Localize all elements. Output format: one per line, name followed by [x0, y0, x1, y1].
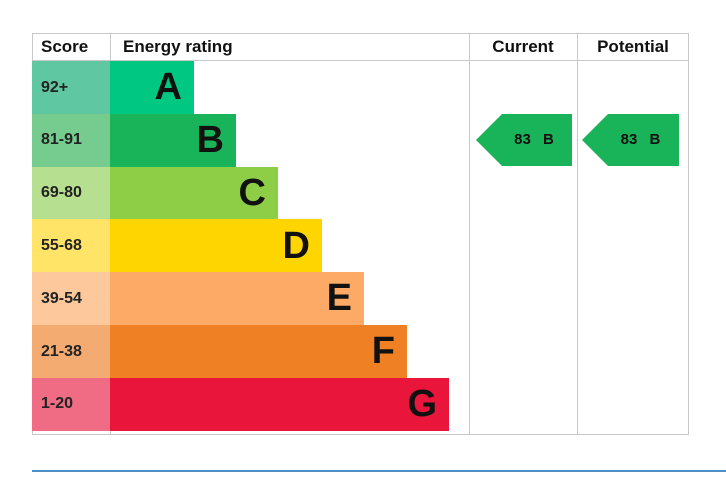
- band-letter: F: [371, 330, 395, 373]
- current-column-divider: [469, 33, 470, 435]
- band-score-label: 55-68: [32, 219, 110, 273]
- current-arrow-fill: [476, 113, 572, 166]
- band-bar: B: [110, 113, 236, 168]
- current-arrow-shape: [476, 113, 572, 166]
- bottom-rule: [32, 470, 726, 472]
- header-divider: [32, 60, 689, 61]
- current-rating-arrow: 83 B: [476, 113, 572, 166]
- band-c: 69-80 C: [32, 166, 278, 220]
- band-score-label: 1-20: [32, 377, 110, 432]
- band-score-label: 92+: [32, 61, 110, 115]
- header-potential: Potential: [597, 37, 669, 56]
- band-score-label: 21-38: [32, 325, 110, 379]
- header-energy-rating: Energy rating: [123, 37, 233, 56]
- band-score-label: 69-80: [32, 166, 110, 220]
- potential-rating-label: 83 B: [620, 131, 661, 149]
- band-f: 21-38 F: [32, 325, 407, 379]
- band-bar: F: [110, 325, 407, 379]
- band-bar: C: [110, 166, 278, 220]
- band-a: 92+ A: [32, 61, 194, 115]
- band-bar: G: [110, 377, 449, 432]
- band-letter: D: [282, 224, 310, 267]
- potential-arrow-fill: [582, 113, 679, 166]
- header-current: Current: [492, 37, 554, 56]
- band-letter: E: [326, 277, 352, 320]
- potential-arrow-shape: [582, 113, 679, 166]
- band-g: 1-20 G: [32, 377, 449, 432]
- header-score: Score: [41, 37, 89, 56]
- band-bar: A: [110, 61, 194, 115]
- band-letter: B: [196, 118, 224, 161]
- potential-column-divider: [577, 33, 578, 435]
- band-letter: A: [154, 66, 182, 109]
- potential-rating-arrow: 83 B: [582, 113, 679, 166]
- band-letter: G: [407, 382, 437, 425]
- band-bar: E: [110, 272, 364, 326]
- band-score-label: 81-91: [32, 113, 110, 168]
- band-score-label: 39-54: [32, 272, 110, 326]
- band-letter: C: [238, 171, 266, 214]
- band-bar: D: [110, 219, 322, 273]
- current-rating-label: 83 B: [514, 131, 554, 149]
- band-b: 81-91 B: [32, 113, 236, 168]
- band-d: 55-68 D: [32, 219, 322, 273]
- band-e: 39-54 E: [32, 272, 364, 326]
